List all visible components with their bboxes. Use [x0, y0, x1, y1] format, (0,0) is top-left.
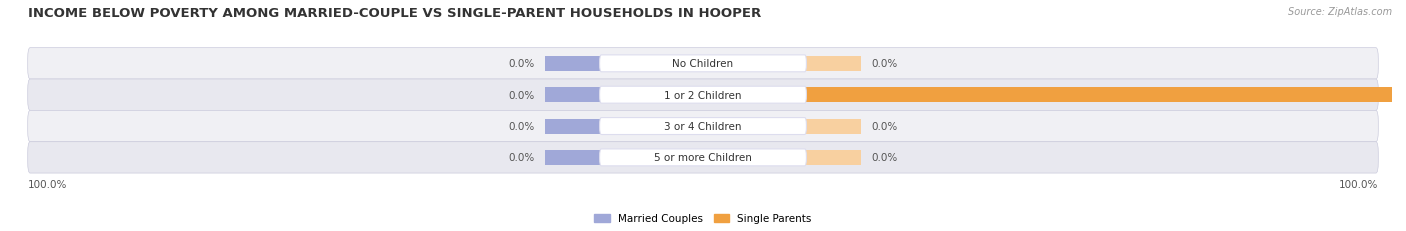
Text: No Children: No Children: [672, 59, 734, 69]
Bar: [544, 88, 599, 103]
Text: 100.0%: 100.0%: [1339, 179, 1378, 189]
Text: 0.0%: 0.0%: [872, 153, 898, 163]
Text: 100.0%: 100.0%: [28, 179, 67, 189]
FancyBboxPatch shape: [28, 49, 1378, 80]
Bar: [807, 57, 862, 72]
Bar: [807, 150, 862, 165]
FancyBboxPatch shape: [599, 149, 807, 166]
Bar: [544, 57, 599, 72]
Text: 0.0%: 0.0%: [508, 90, 534, 100]
Text: 0.0%: 0.0%: [872, 122, 898, 131]
Text: 0.0%: 0.0%: [508, 122, 534, 131]
Text: Source: ZipAtlas.com: Source: ZipAtlas.com: [1288, 7, 1392, 17]
Text: INCOME BELOW POVERTY AMONG MARRIED-COUPLE VS SINGLE-PARENT HOUSEHOLDS IN HOOPER: INCOME BELOW POVERTY AMONG MARRIED-COUPL…: [28, 7, 762, 20]
Bar: [544, 119, 599, 134]
Bar: [807, 88, 1406, 103]
Text: 5 or more Children: 5 or more Children: [654, 153, 752, 163]
FancyBboxPatch shape: [28, 142, 1378, 173]
FancyBboxPatch shape: [599, 87, 807, 104]
Legend: Married Couples, Single Parents: Married Couples, Single Parents: [591, 210, 815, 228]
Text: 3 or 4 Children: 3 or 4 Children: [664, 122, 742, 131]
FancyBboxPatch shape: [28, 111, 1378, 142]
Text: 0.0%: 0.0%: [508, 153, 534, 163]
Bar: [807, 119, 862, 134]
Text: 0.0%: 0.0%: [872, 59, 898, 69]
FancyBboxPatch shape: [28, 80, 1378, 111]
Bar: [544, 150, 599, 165]
Text: 0.0%: 0.0%: [508, 59, 534, 69]
Text: 1 or 2 Children: 1 or 2 Children: [664, 90, 742, 100]
FancyBboxPatch shape: [599, 118, 807, 135]
FancyBboxPatch shape: [599, 56, 807, 73]
